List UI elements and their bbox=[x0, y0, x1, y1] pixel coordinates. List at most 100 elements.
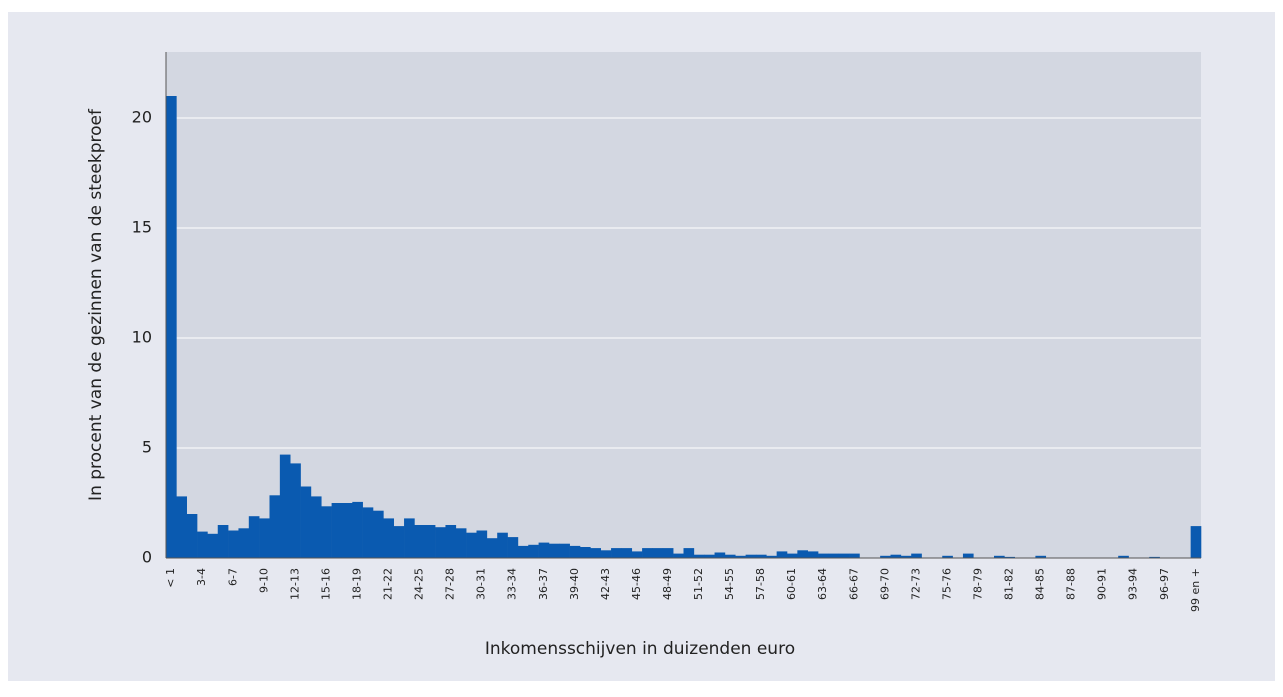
y-tick-label: 5 bbox=[142, 438, 152, 457]
bar bbox=[549, 544, 560, 558]
bar bbox=[518, 546, 529, 558]
bar bbox=[963, 554, 974, 558]
x-tick-label: < 1 bbox=[164, 568, 177, 588]
bar bbox=[797, 550, 808, 558]
bar bbox=[321, 506, 332, 558]
x-tick-label: 57-58 bbox=[754, 568, 767, 600]
bar bbox=[477, 531, 488, 559]
bar bbox=[787, 554, 798, 558]
bar bbox=[187, 514, 198, 558]
x-tick-label: 63-64 bbox=[816, 568, 829, 600]
bar bbox=[911, 554, 922, 558]
bar bbox=[197, 532, 208, 558]
bar bbox=[290, 463, 301, 558]
x-tick-label: 54-55 bbox=[723, 568, 736, 600]
bar bbox=[352, 502, 363, 558]
bar bbox=[808, 551, 819, 558]
x-tick-label: 42-43 bbox=[599, 568, 612, 600]
bar bbox=[466, 533, 477, 558]
y-tick-label: 10 bbox=[132, 328, 152, 347]
y-tick-label: 15 bbox=[132, 218, 152, 237]
y-tick-label: 0 bbox=[142, 548, 152, 567]
bar bbox=[166, 96, 177, 558]
bar bbox=[559, 544, 570, 558]
bar bbox=[673, 554, 684, 558]
bar bbox=[715, 553, 726, 559]
bar bbox=[652, 548, 663, 558]
bar bbox=[425, 525, 436, 558]
bar bbox=[539, 543, 550, 558]
x-tick-label: 99 en + bbox=[1189, 568, 1202, 612]
bar bbox=[839, 554, 850, 558]
bar bbox=[684, 548, 695, 558]
bar bbox=[445, 525, 456, 558]
x-tick-label: 87-88 bbox=[1065, 568, 1078, 600]
x-tick-label: 21-22 bbox=[382, 568, 395, 600]
x-tick-label: 33-34 bbox=[506, 568, 519, 600]
bar bbox=[642, 548, 653, 558]
bar bbox=[249, 516, 260, 558]
x-tick-label: 39-40 bbox=[568, 568, 581, 600]
bar bbox=[818, 554, 829, 558]
bar bbox=[828, 554, 839, 558]
bar bbox=[590, 548, 601, 558]
bar bbox=[270, 495, 281, 558]
bar bbox=[777, 551, 788, 558]
x-tick-label: 93-94 bbox=[1127, 568, 1140, 600]
bar bbox=[601, 550, 612, 558]
x-tick-label: 24-25 bbox=[413, 568, 426, 600]
x-tick-label: 51-52 bbox=[692, 568, 705, 600]
x-tick-label: 12-13 bbox=[288, 568, 301, 600]
x-tick-label: 66-67 bbox=[847, 568, 860, 600]
bar bbox=[414, 525, 425, 558]
bar bbox=[1191, 526, 1202, 558]
x-tick-label: 27-28 bbox=[444, 568, 457, 600]
x-tick-label: 72-73 bbox=[909, 568, 922, 600]
x-tick-label: 69-70 bbox=[878, 568, 891, 600]
bar bbox=[849, 554, 860, 558]
x-tick-label: 18-19 bbox=[350, 568, 363, 600]
bar bbox=[497, 533, 508, 558]
bar bbox=[373, 511, 384, 558]
x-axis-label: Inkomensschijven in duizenden euro bbox=[485, 639, 795, 659]
x-tick-label: 78-79 bbox=[971, 568, 984, 600]
y-axis-label: In procent van de gezinnen van de steekp… bbox=[86, 108, 106, 501]
bar bbox=[663, 548, 674, 558]
x-tick-label: 96-97 bbox=[1158, 568, 1171, 600]
bar bbox=[363, 507, 374, 558]
plot-area bbox=[166, 52, 1201, 558]
bar bbox=[383, 518, 394, 558]
bar bbox=[611, 548, 622, 558]
bar bbox=[508, 537, 519, 558]
x-tick-label: 45-46 bbox=[630, 568, 643, 600]
x-tick-label: 9-10 bbox=[257, 568, 270, 593]
bar bbox=[632, 551, 643, 558]
bar bbox=[580, 547, 591, 558]
x-tick-label: 30-31 bbox=[475, 568, 488, 600]
x-tick-label: 36-37 bbox=[537, 568, 550, 600]
y-tick-label: 20 bbox=[132, 108, 152, 127]
bar bbox=[487, 538, 498, 558]
bar bbox=[280, 455, 291, 558]
x-tick-label: 60-61 bbox=[785, 568, 798, 600]
bar bbox=[528, 545, 539, 558]
bar bbox=[621, 548, 632, 558]
bar bbox=[218, 525, 229, 558]
x-tick-label: 75-76 bbox=[940, 568, 953, 600]
x-tick-label: 81-82 bbox=[1003, 568, 1016, 600]
bar bbox=[404, 518, 415, 558]
bar bbox=[228, 531, 239, 559]
x-tick-label: 15-16 bbox=[319, 568, 332, 600]
bar bbox=[332, 503, 343, 558]
x-tick-label: 3-4 bbox=[195, 568, 208, 586]
bar bbox=[207, 534, 218, 558]
bar bbox=[301, 487, 312, 559]
x-tick-label: 6-7 bbox=[226, 568, 239, 586]
x-tick-label: 84-85 bbox=[1034, 568, 1047, 600]
x-tick-label: 90-91 bbox=[1096, 568, 1109, 600]
x-tick-label: 48-49 bbox=[661, 568, 674, 600]
bar bbox=[311, 496, 322, 558]
bar bbox=[456, 528, 467, 558]
bar bbox=[342, 503, 353, 558]
